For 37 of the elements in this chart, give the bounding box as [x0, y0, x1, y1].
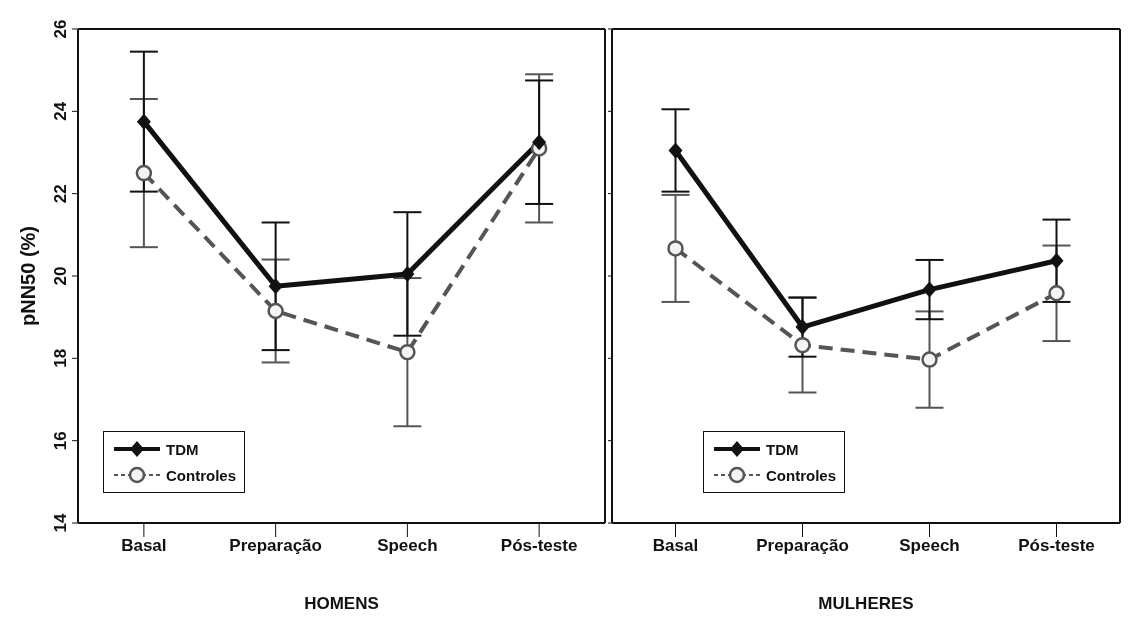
point	[1049, 252, 1064, 269]
point	[794, 336, 811, 354]
x-tick-label: Pós-teste	[500, 536, 578, 556]
point	[267, 302, 284, 320]
y-tick-label: 26	[51, 19, 70, 39]
point	[668, 142, 683, 159]
y-tick-label: 20	[51, 266, 70, 286]
y-tick-label: 16	[51, 431, 70, 451]
point	[400, 265, 415, 282]
point	[1048, 285, 1065, 302]
point	[136, 113, 151, 130]
legend-label: TDM	[766, 440, 799, 458]
point	[921, 351, 938, 368]
x-tick-label: Preparação	[229, 536, 322, 556]
x-tick-label: Basal	[121, 536, 167, 556]
y-tick-label: 24	[51, 101, 70, 121]
x-tick-label: Pós-teste	[1018, 536, 1095, 556]
y-tick-label: 14	[51, 513, 70, 533]
point	[795, 319, 810, 336]
y-tick-label: 18	[51, 348, 70, 368]
x-axis-title: HOMENS	[304, 594, 379, 613]
y-axis-title: pNN50 (%)	[17, 225, 40, 327]
x-tick-label: Preparação	[756, 536, 849, 556]
legend-label: Controles	[166, 466, 237, 484]
point	[135, 164, 153, 182]
legend-label: TDM	[166, 440, 199, 458]
x-tick-label: Speech	[377, 536, 438, 556]
point	[922, 281, 937, 298]
legend-label: Controles	[766, 466, 837, 484]
y-tick-label: 22	[51, 184, 70, 204]
point	[532, 134, 547, 151]
point	[268, 278, 283, 295]
point	[667, 240, 684, 257]
x-axis-title: MULHERES	[818, 594, 914, 613]
x-tick-label: Speech	[899, 536, 960, 556]
x-tick-label: Basal	[652, 536, 699, 556]
point	[399, 343, 416, 361]
